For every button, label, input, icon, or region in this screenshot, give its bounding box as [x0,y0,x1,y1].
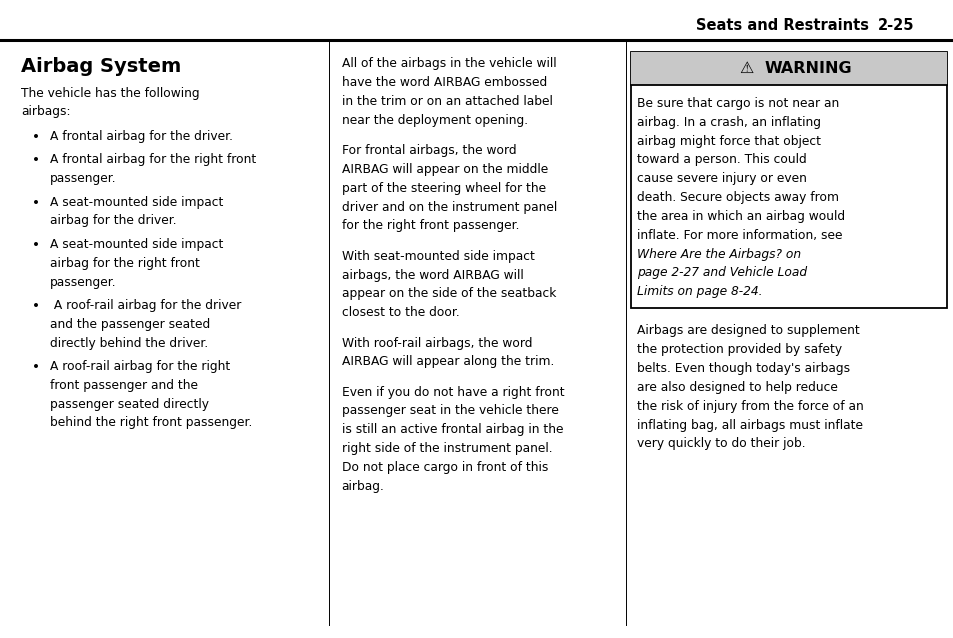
Text: All of the airbags in the vehicle will: All of the airbags in the vehicle will [341,57,556,70]
Text: WARNING: WARNING [763,61,851,77]
Bar [630,52,946,309]
Text: AIRBAG will appear on the middle: AIRBAG will appear on the middle [341,163,547,176]
Text: Where Are the Airbags? on: Where Are the Airbags? on [637,248,801,260]
Text: death. Secure objects away from: death. Secure objects away from [637,191,839,204]
Text: is still an active frontal airbag in the: is still an active frontal airbag in the [341,423,562,436]
Text: Seats and Restraints: Seats and Restraints [696,18,868,33]
Text: The vehicle has the following: The vehicle has the following [21,87,199,100]
Text: passenger.: passenger. [50,276,116,288]
Text: A roof-rail airbag for the driver: A roof-rail airbag for the driver [50,299,241,312]
Text: closest to the door.: closest to the door. [341,306,458,319]
Text: inflating bag, all airbags must inflate: inflating bag, all airbags must inflate [637,419,862,431]
Text: in the trim or on an attached label: in the trim or on an attached label [341,95,552,108]
Text: •: • [32,130,40,144]
Text: With roof-rail airbags, the word: With roof-rail airbags, the word [341,336,532,350]
Text: page 2-27 and Vehicle Load: page 2-27 and Vehicle Load [637,266,806,279]
Text: For frontal airbags, the word: For frontal airbags, the word [341,144,516,157]
Text: airbag.: airbag. [341,480,384,493]
Text: With seat-mounted side impact: With seat-mounted side impact [341,249,534,263]
Text: A seat-mounted side impact: A seat-mounted side impact [50,238,223,251]
Text: airbags, the word AIRBAG will: airbags, the word AIRBAG will [341,269,523,281]
Text: near the deployment opening.: near the deployment opening. [341,114,527,127]
Text: ⚠: ⚠ [738,61,753,77]
Text: A roof-rail airbag for the right: A roof-rail airbag for the right [50,360,230,373]
Text: are also designed to help reduce: are also designed to help reduce [637,381,838,394]
Text: driver and on the instrument panel: driver and on the instrument panel [341,200,557,214]
Text: belts. Even though today's airbags: belts. Even though today's airbags [637,362,849,375]
Text: and the passenger seated: and the passenger seated [50,318,210,330]
Text: passenger seat in the vehicle there: passenger seat in the vehicle there [341,404,558,417]
Text: A frontal airbag for the right front: A frontal airbag for the right front [50,153,255,167]
Text: Limits on page 8-24.: Limits on page 8-24. [637,285,762,298]
Text: A frontal airbag for the driver.: A frontal airbag for the driver. [50,130,233,143]
Text: part of the steering wheel for the: part of the steering wheel for the [341,182,545,195]
Text: the protection provided by safety: the protection provided by safety [637,343,841,356]
Text: airbag. In a crash, an inflating: airbag. In a crash, an inflating [637,116,821,129]
Text: •: • [32,196,40,210]
Text: •: • [32,299,40,313]
Text: airbag for the right front: airbag for the right front [50,256,199,270]
Text: cause severe injury or even: cause severe injury or even [637,172,806,185]
Text: 2-25: 2-25 [877,18,913,33]
Text: Do not place cargo in front of this: Do not place cargo in front of this [341,461,547,474]
Text: airbags:: airbags: [21,105,71,119]
Text: •: • [32,153,40,167]
Text: Airbag System: Airbag System [21,57,181,77]
Text: directly behind the driver.: directly behind the driver. [50,337,208,350]
Text: have the word AIRBAG embossed: have the word AIRBAG embossed [341,77,546,89]
Bar [630,52,946,85]
Text: the area in which an airbag would: the area in which an airbag would [637,210,844,223]
Text: airbag for the driver.: airbag for the driver. [50,214,176,228]
Text: A seat-mounted side impact: A seat-mounted side impact [50,196,223,209]
Text: passenger.: passenger. [50,172,116,185]
Text: the risk of injury from the force of an: the risk of injury from the force of an [637,399,863,413]
Text: behind the right front passenger.: behind the right front passenger. [50,417,252,429]
Text: passenger seated directly: passenger seated directly [50,397,209,411]
Text: toward a person. This could: toward a person. This could [637,153,806,167]
Text: right side of the instrument panel.: right side of the instrument panel. [341,442,552,455]
Text: Airbags are designed to supplement: Airbags are designed to supplement [637,325,859,338]
Text: inflate. For more information, see: inflate. For more information, see [637,228,841,242]
Text: very quickly to do their job.: very quickly to do their job. [637,437,805,450]
Text: for the right front passenger.: for the right front passenger. [341,219,518,232]
Text: appear on the side of the seatback: appear on the side of the seatback [341,287,556,300]
Text: •: • [32,360,40,374]
Bar [630,52,946,85]
Text: front passenger and the: front passenger and the [50,379,197,392]
Text: •: • [32,238,40,252]
Text: Be sure that cargo is not near an: Be sure that cargo is not near an [637,97,839,110]
Text: airbag might force that object: airbag might force that object [637,135,821,147]
Text: Even if you do not have a right front: Even if you do not have a right front [341,385,563,399]
Text: AIRBAG will appear along the trim.: AIRBAG will appear along the trim. [341,355,554,368]
